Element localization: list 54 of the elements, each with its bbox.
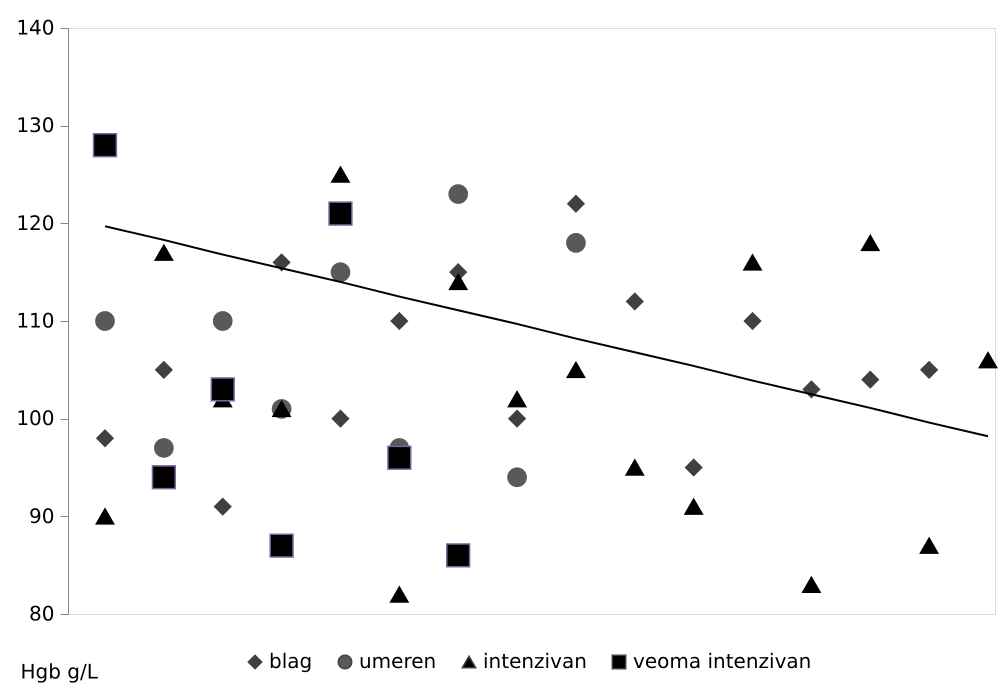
point — [566, 362, 586, 378]
point — [743, 254, 762, 271]
point — [507, 467, 527, 488]
point — [448, 184, 468, 204]
point — [508, 410, 526, 428]
point — [330, 262, 350, 282]
legend-label: umeren — [359, 649, 436, 673]
point — [390, 586, 409, 603]
y-tick-label: 80 — [29, 602, 54, 626]
point — [212, 311, 233, 331]
point — [154, 438, 174, 458]
y-tick-label: 100 — [16, 406, 54, 430]
point — [744, 312, 762, 330]
point — [95, 311, 115, 331]
point — [567, 194, 585, 213]
point — [96, 429, 114, 448]
point — [508, 390, 526, 408]
legend-label: blag — [269, 649, 312, 673]
point — [566, 233, 586, 253]
legend-label: veoma intenzivan — [633, 649, 812, 673]
point — [860, 234, 880, 252]
point — [625, 459, 644, 476]
y-tick-label: 140 — [16, 16, 54, 40]
point — [626, 292, 644, 310]
y-axis-title: Hgb g/L — [20, 660, 99, 684]
point — [390, 312, 408, 330]
point — [331, 166, 350, 183]
point — [978, 352, 998, 368]
point — [920, 537, 939, 554]
point — [328, 201, 353, 226]
point — [920, 361, 938, 379]
y-tick-label: 120 — [16, 210, 54, 235]
y-tick-label: 90 — [29, 504, 54, 528]
y-tick-label: 110 — [16, 308, 54, 332]
point — [152, 465, 176, 490]
point — [448, 274, 468, 290]
point — [684, 458, 702, 476]
point — [272, 254, 290, 272]
point — [210, 377, 235, 402]
legend-label: intenzivan — [483, 649, 587, 673]
point — [446, 543, 470, 568]
point — [861, 370, 880, 388]
point — [802, 576, 821, 593]
line-series — [104, 225, 989, 438]
point — [214, 498, 232, 516]
point — [387, 446, 412, 470]
point — [96, 508, 114, 525]
point — [154, 244, 174, 261]
y-tick-label: 130 — [16, 113, 54, 138]
point — [684, 498, 704, 515]
point — [155, 361, 173, 379]
point — [269, 533, 294, 558]
point — [92, 133, 118, 158]
point — [332, 410, 350, 428]
